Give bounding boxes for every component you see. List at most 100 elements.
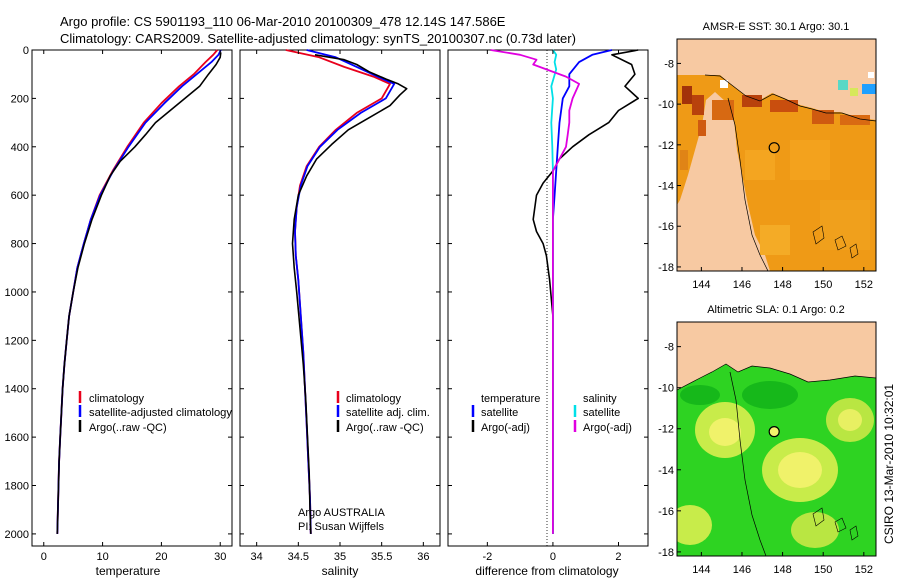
title-line-2: Climatology: CARS2009. Satellite-adjuste… <box>60 31 576 46</box>
x-tick-label: 35.5 <box>371 551 392 563</box>
sst-map-bathymetry-contour <box>727 97 769 271</box>
sla-map-title: Altimetric SLA: 0.1 Argo: 0.2 <box>707 304 845 316</box>
sla-map-coastline <box>677 363 876 391</box>
lat-tick-label: -18 <box>658 547 674 559</box>
temperature-legend: climatology satellite-adjusted climatolo… <box>78 391 232 434</box>
lat-tick-label: -10 <box>658 383 674 395</box>
x-tick-label: 20 <box>155 551 167 563</box>
sla-map-panel: Altimetric SLA: 0.1 Argo: 0.2 144 146 1 <box>658 304 877 576</box>
legend-label-temp-argo: Argo(-adj) <box>481 422 530 434</box>
salinity-xlabel: salinity <box>322 564 359 578</box>
legend-header-salinity: salinity <box>583 393 617 405</box>
depth-y-ticks: 0 200 400 600 800 1000 1200 1400 1600 1800 2000 <box>5 45 36 541</box>
lat-tick-label: -8 <box>664 58 674 70</box>
lon-tick-label: 148 <box>773 564 791 576</box>
series-line-salinity-argo-adj- <box>490 49 580 534</box>
lat-tick-label: -16 <box>658 221 674 233</box>
y-tick-label: 2000 <box>5 529 29 541</box>
y-tick-label: 400 <box>11 142 29 154</box>
lon-tick-label: 148 <box>773 279 791 291</box>
legend-label-satellite: satellite-adjusted climatology <box>89 407 232 419</box>
sst-map-profile-marker <box>768 142 780 154</box>
lon-tick-label: 150 <box>814 279 832 291</box>
lat-tick-label: -10 <box>658 99 674 111</box>
y-tick-label: 1400 <box>5 384 29 396</box>
legend-label-temp-satellite: satellite <box>481 407 518 419</box>
salinity-legend: climatology satellite adj. clim. Argo(..… <box>336 391 430 434</box>
y-tick-label: 1000 <box>5 287 29 299</box>
lat-tick-label: -18 <box>658 262 674 274</box>
lon-tick-label: 152 <box>855 279 873 291</box>
lat-tick-label: -12 <box>658 140 674 152</box>
title-line-1: Argo profile: CS 5901193_110 06-Mar-2010… <box>60 14 506 29</box>
x-tick-label: -2 <box>482 551 492 563</box>
x-tick-label: 34 <box>251 551 263 563</box>
difference-panel: -2 0 2 difference from climatology tempera… <box>447 49 649 578</box>
sla-map-ocean-texture <box>677 381 874 548</box>
salinity-series <box>240 49 440 535</box>
lat-tick-label: -16 <box>658 506 674 518</box>
legend-label-sal-satellite: satellite <box>583 407 620 419</box>
legend-label-satellite: satellite adj. clim. <box>346 407 430 419</box>
legend-label-sal-argo: Argo(-adj) <box>583 422 632 434</box>
difference-x-ticks: -2 0 2 <box>482 50 622 563</box>
legend-header-temperature: temperature <box>481 393 540 405</box>
sla-map-profile-marker <box>768 426 780 438</box>
sst-map-title: AMSR-E SST: 30.1 Argo: 30.1 <box>703 21 850 33</box>
lat-tick-label: -8 <box>664 342 674 354</box>
temperature-x-ticks: 0 10 20 30 <box>41 50 226 563</box>
lat-tick-label: -12 <box>658 424 674 436</box>
sst-map-lon-ticks: 144 146 148 150 152 <box>692 267 873 291</box>
x-tick-label: 2 <box>615 551 621 563</box>
y-tick-label: 1800 <box>5 481 29 493</box>
salinity-panel: 34 34.5 35 35.5 36 salinity climatology sate… <box>239 49 441 578</box>
series-line-temperature-satellite <box>552 49 613 534</box>
y-tick-label: 800 <box>11 239 29 251</box>
series-line-argo-raw-qc- <box>291 54 408 534</box>
lat-tick-label: -14 <box>658 181 674 193</box>
lat-tick-label: -14 <box>658 465 674 477</box>
sst-map-frame <box>676 38 877 272</box>
lon-tick-label: 144 <box>692 564 710 576</box>
temperature-panel: 0 10 20 30 0 200 400 600 800 1000 1200 1400 1600 180… <box>5 45 233 578</box>
x-tick-label: 36 <box>417 551 429 563</box>
sla-map-lon-ticks: 144 146 148 150 152 <box>692 552 873 576</box>
y-tick-label: 0 <box>23 45 29 57</box>
lon-tick-label: 150 <box>814 564 832 576</box>
argo-australia-note: Argo AUSTRALIA <box>298 507 385 519</box>
sla-map-frame <box>676 321 877 557</box>
salinity-x-ticks: 34 34.5 35 35.5 36 <box>251 50 429 563</box>
temperature-series <box>56 49 232 535</box>
sla-map-lat-ticks: -8 -10 -12 -14 -16 -18 <box>658 342 681 559</box>
lon-tick-label: 146 <box>733 279 751 291</box>
series-line-argo-raw-qc- <box>56 52 222 534</box>
sla-map-reefs <box>812 507 859 541</box>
temperature-axes-box <box>31 49 233 547</box>
sst-map-ocean-texture <box>680 72 876 255</box>
y-tick-label: 600 <box>11 190 29 202</box>
difference-series <box>448 49 648 535</box>
sst-map-reefs <box>812 225 859 259</box>
x-tick-label: 0 <box>550 551 556 563</box>
sst-map-coastline <box>704 74 876 122</box>
x-tick-label: 34.5 <box>288 551 309 563</box>
series-line-satellite-adjusted-climatology <box>56 49 222 534</box>
lon-tick-label: 146 <box>733 564 751 576</box>
difference-xlabel: difference from climatology <box>475 564 618 578</box>
y-tick-label: 200 <box>11 93 29 105</box>
x-tick-label: 0 <box>41 551 47 563</box>
y-tick-label: 1200 <box>5 335 29 347</box>
sst-map-lat-ticks: -8 -10 -12 -14 -16 -18 <box>658 58 681 274</box>
salinity-axes-box <box>239 49 441 547</box>
x-tick-label: 30 <box>214 551 226 563</box>
sla-map-bathymetry-contour <box>729 371 767 556</box>
legend-label-argo: Argo(..raw -QC) <box>346 422 424 434</box>
y-tick-label: 1600 <box>5 432 29 444</box>
series-line-climatology <box>285 49 391 534</box>
legend-label-climatology: climatology <box>89 393 145 405</box>
sst-map-panel: AMSR-E SST: 30.1 Argo: 30.1 <box>658 21 877 291</box>
legend-label-climatology: climatology <box>346 393 402 405</box>
lon-tick-label: 152 <box>855 564 873 576</box>
series-line-temperature-argo-adj- <box>532 49 639 534</box>
